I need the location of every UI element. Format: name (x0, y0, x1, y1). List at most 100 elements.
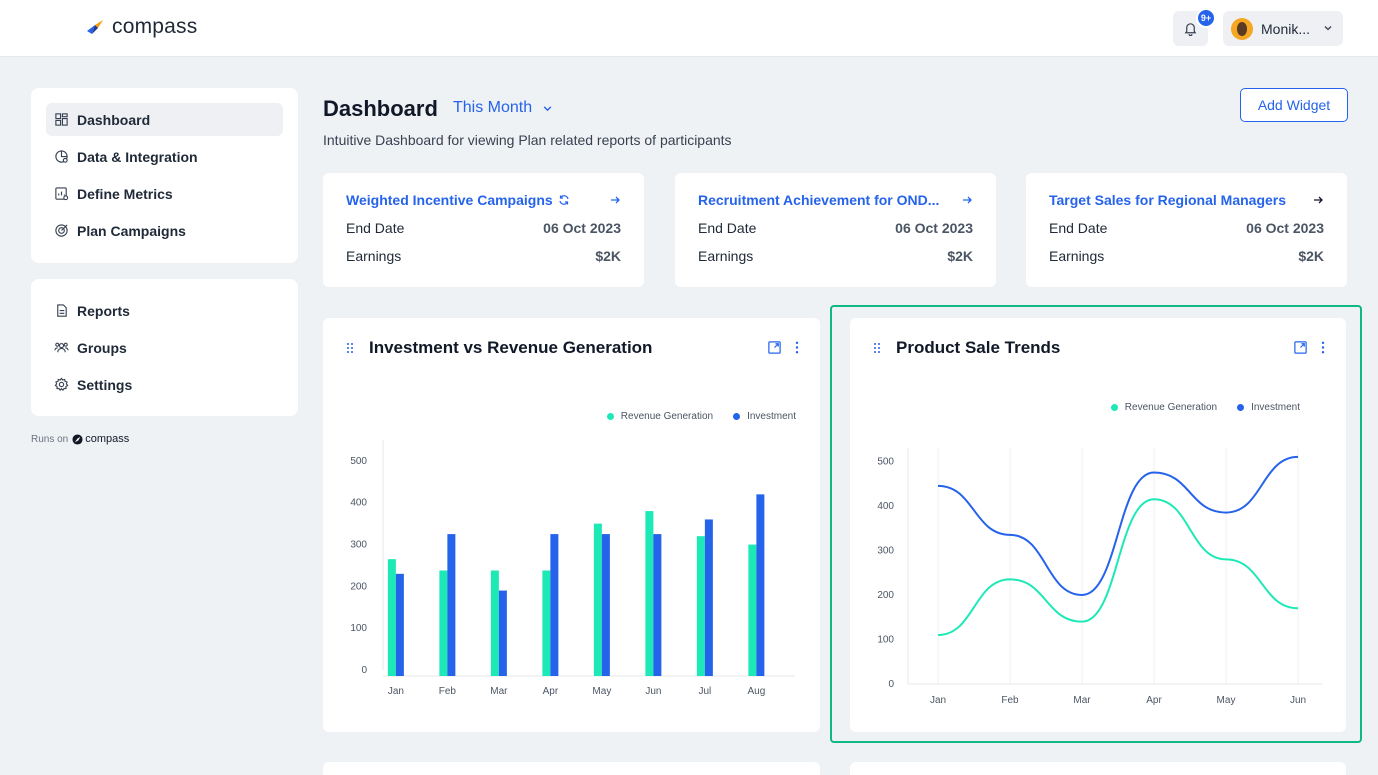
end-date-label: End Date (698, 220, 757, 236)
bar-revenue (387, 559, 396, 676)
earnings-value: $2K (595, 248, 621, 264)
period-dropdown[interactable]: This Month (453, 99, 553, 117)
bar-investment (601, 534, 610, 676)
x-tick-label: Jul (698, 686, 711, 697)
reports-icon (57, 304, 67, 317)
runs-on-footer: Runs on compass (31, 433, 129, 445)
campaign-card[interactable]: Weighted Incentive Campaigns End Date 06… (323, 173, 644, 287)
y-tick-label: 300 (877, 545, 894, 556)
campaign-card-header[interactable]: Target Sales for Regional Managers (1049, 191, 1324, 208)
line-chart: 0 100 200 300 400 500 Jan Feb Mar Apr May Jun (877, 448, 1322, 706)
y-tick-label: 500 (877, 456, 894, 467)
campaign-earnings-row: Earnings $2K (346, 248, 621, 264)
sidebar-item-label: Reports (77, 302, 130, 319)
bar-revenue (490, 570, 499, 676)
sidebar-secondary-nav: Reports Groups Settings (31, 279, 298, 416)
legend-label: Revenue Generation (620, 411, 714, 422)
y-tick-label: 300 (350, 540, 367, 551)
bar-revenue (439, 570, 448, 676)
campaign-card[interactable]: Recruitment Achievement for OND... End D… (675, 173, 996, 287)
line-revenue (937, 498, 1299, 637)
compass-mini-logo-icon (72, 433, 83, 445)
top-bar: compass 9+ Monik... (0, 0, 1378, 57)
widget-title: Product Sale Trends (896, 338, 1061, 357)
sidebar-item-label: Plan Campaigns (77, 222, 186, 239)
x-tick-label: May (1217, 695, 1236, 706)
bar-revenue (542, 570, 551, 676)
sidebar-item-settings[interactable]: Settings (46, 368, 283, 401)
widget-header: Product Sale Trends (872, 338, 1060, 358)
user-menu-button[interactable]: Monik... (1223, 11, 1343, 46)
y-tick-label: 0 (888, 679, 894, 690)
bar-investment (756, 494, 765, 676)
arrow-right-icon[interactable] (1312, 194, 1324, 206)
legend-item: Investment (733, 411, 796, 422)
legend-dot-revenue (606, 413, 614, 420)
line-investment (937, 455, 1299, 596)
x-tick-label: Jun (1290, 695, 1306, 706)
widget-card-partial (850, 762, 1346, 775)
bar-investment (498, 590, 507, 676)
earnings-label: Earnings (346, 248, 402, 264)
campaign-card-header[interactable]: Weighted Incentive Campaigns (346, 191, 621, 208)
bar-chart: 0 100 200 300 400 500 Jan Feb Mar Apr May Jun Jul Aug (350, 440, 795, 697)
runs-on-label: Runs on (31, 433, 69, 445)
end-date-value: 06 Oct 2023 (895, 220, 973, 236)
x-tick-label: Feb (1001, 695, 1019, 706)
notification-badge: 9+ (1196, 8, 1216, 28)
sidebar-item-label: Groups (77, 339, 127, 356)
legend-label: Revenue Generation (1124, 402, 1218, 413)
widget-header: Investment vs Revenue Generation (345, 338, 652, 358)
drag-handle-icon[interactable] (872, 342, 882, 354)
avatar (1231, 17, 1253, 40)
y-tick-label: 0 (361, 665, 367, 676)
bar-investment (447, 534, 456, 676)
y-tick-label: 200 (350, 581, 367, 592)
runs-on-brand-text: compass (85, 433, 130, 445)
campaign-title[interactable]: Target Sales for Regional Managers (1049, 191, 1287, 208)
earnings-value: $2K (1298, 248, 1324, 264)
more-vertical-icon[interactable] (1320, 340, 1326, 355)
campaign-title[interactable]: Weighted Incentive Campaigns (346, 191, 553, 208)
sidebar-item-plan-campaigns[interactable]: Plan Campaigns (46, 214, 283, 247)
add-widget-button[interactable]: Add Widget (1240, 88, 1348, 122)
campaign-end-date-row: End Date 06 Oct 2023 (1049, 220, 1324, 236)
x-tick-label: Mar (1073, 695, 1091, 706)
x-tick-label: May (592, 686, 611, 697)
logo-text: compass (112, 15, 198, 38)
sidebar-item-data-integration[interactable]: Data & Integration (46, 140, 283, 173)
runs-on-brand: compass (72, 433, 129, 445)
campaign-card[interactable]: Target Sales for Regional Managers End D… (1026, 173, 1347, 287)
sidebar-item-groups[interactable]: Groups (46, 331, 283, 364)
x-tick-label: Apr (1146, 695, 1162, 706)
widget-card-partial (323, 762, 820, 775)
legend-item: Revenue Generation (606, 411, 714, 422)
page-subtitle: Intuitive Dashboard for viewing Plan rel… (323, 132, 732, 148)
x-tick-label: Mar (490, 686, 508, 697)
drag-handle-icon[interactable] (345, 342, 355, 354)
sidebar-item-dashboard[interactable]: Dashboard (46, 103, 283, 136)
campaign-title[interactable]: Recruitment Achievement for OND... (698, 191, 940, 208)
arrow-right-icon[interactable] (609, 194, 621, 206)
end-date-value: 06 Oct 2023 (1246, 220, 1324, 236)
chart-legend: Revenue Generation Investment (1110, 402, 1300, 413)
y-tick-label: 400 (350, 498, 367, 509)
arrow-right-icon[interactable] (961, 194, 973, 206)
sidebar-item-label: Data & Integration (77, 148, 198, 165)
sidebar-item-define-metrics[interactable]: Define Metrics (46, 177, 283, 210)
expand-icon[interactable] (1293, 340, 1308, 355)
chart-legend: Revenue Generation Investment (606, 411, 796, 422)
more-vertical-icon[interactable] (794, 340, 800, 355)
expand-icon[interactable] (767, 340, 782, 355)
sidebar-main-nav: Dashboard Data & Integration Define Metr… (31, 88, 298, 263)
app-logo[interactable]: compass (84, 15, 197, 39)
groups-icon (54, 342, 69, 353)
campaign-card-header[interactable]: Recruitment Achievement for OND... (698, 191, 973, 208)
earnings-label: Earnings (698, 248, 754, 264)
user-name: Monik... (1261, 20, 1311, 37)
legend-label: Investment (747, 411, 796, 422)
bar-revenue (593, 523, 602, 676)
data-integration-icon (55, 150, 68, 163)
sidebar-item-reports[interactable]: Reports (46, 294, 283, 327)
x-tick-label: Feb (439, 686, 457, 697)
